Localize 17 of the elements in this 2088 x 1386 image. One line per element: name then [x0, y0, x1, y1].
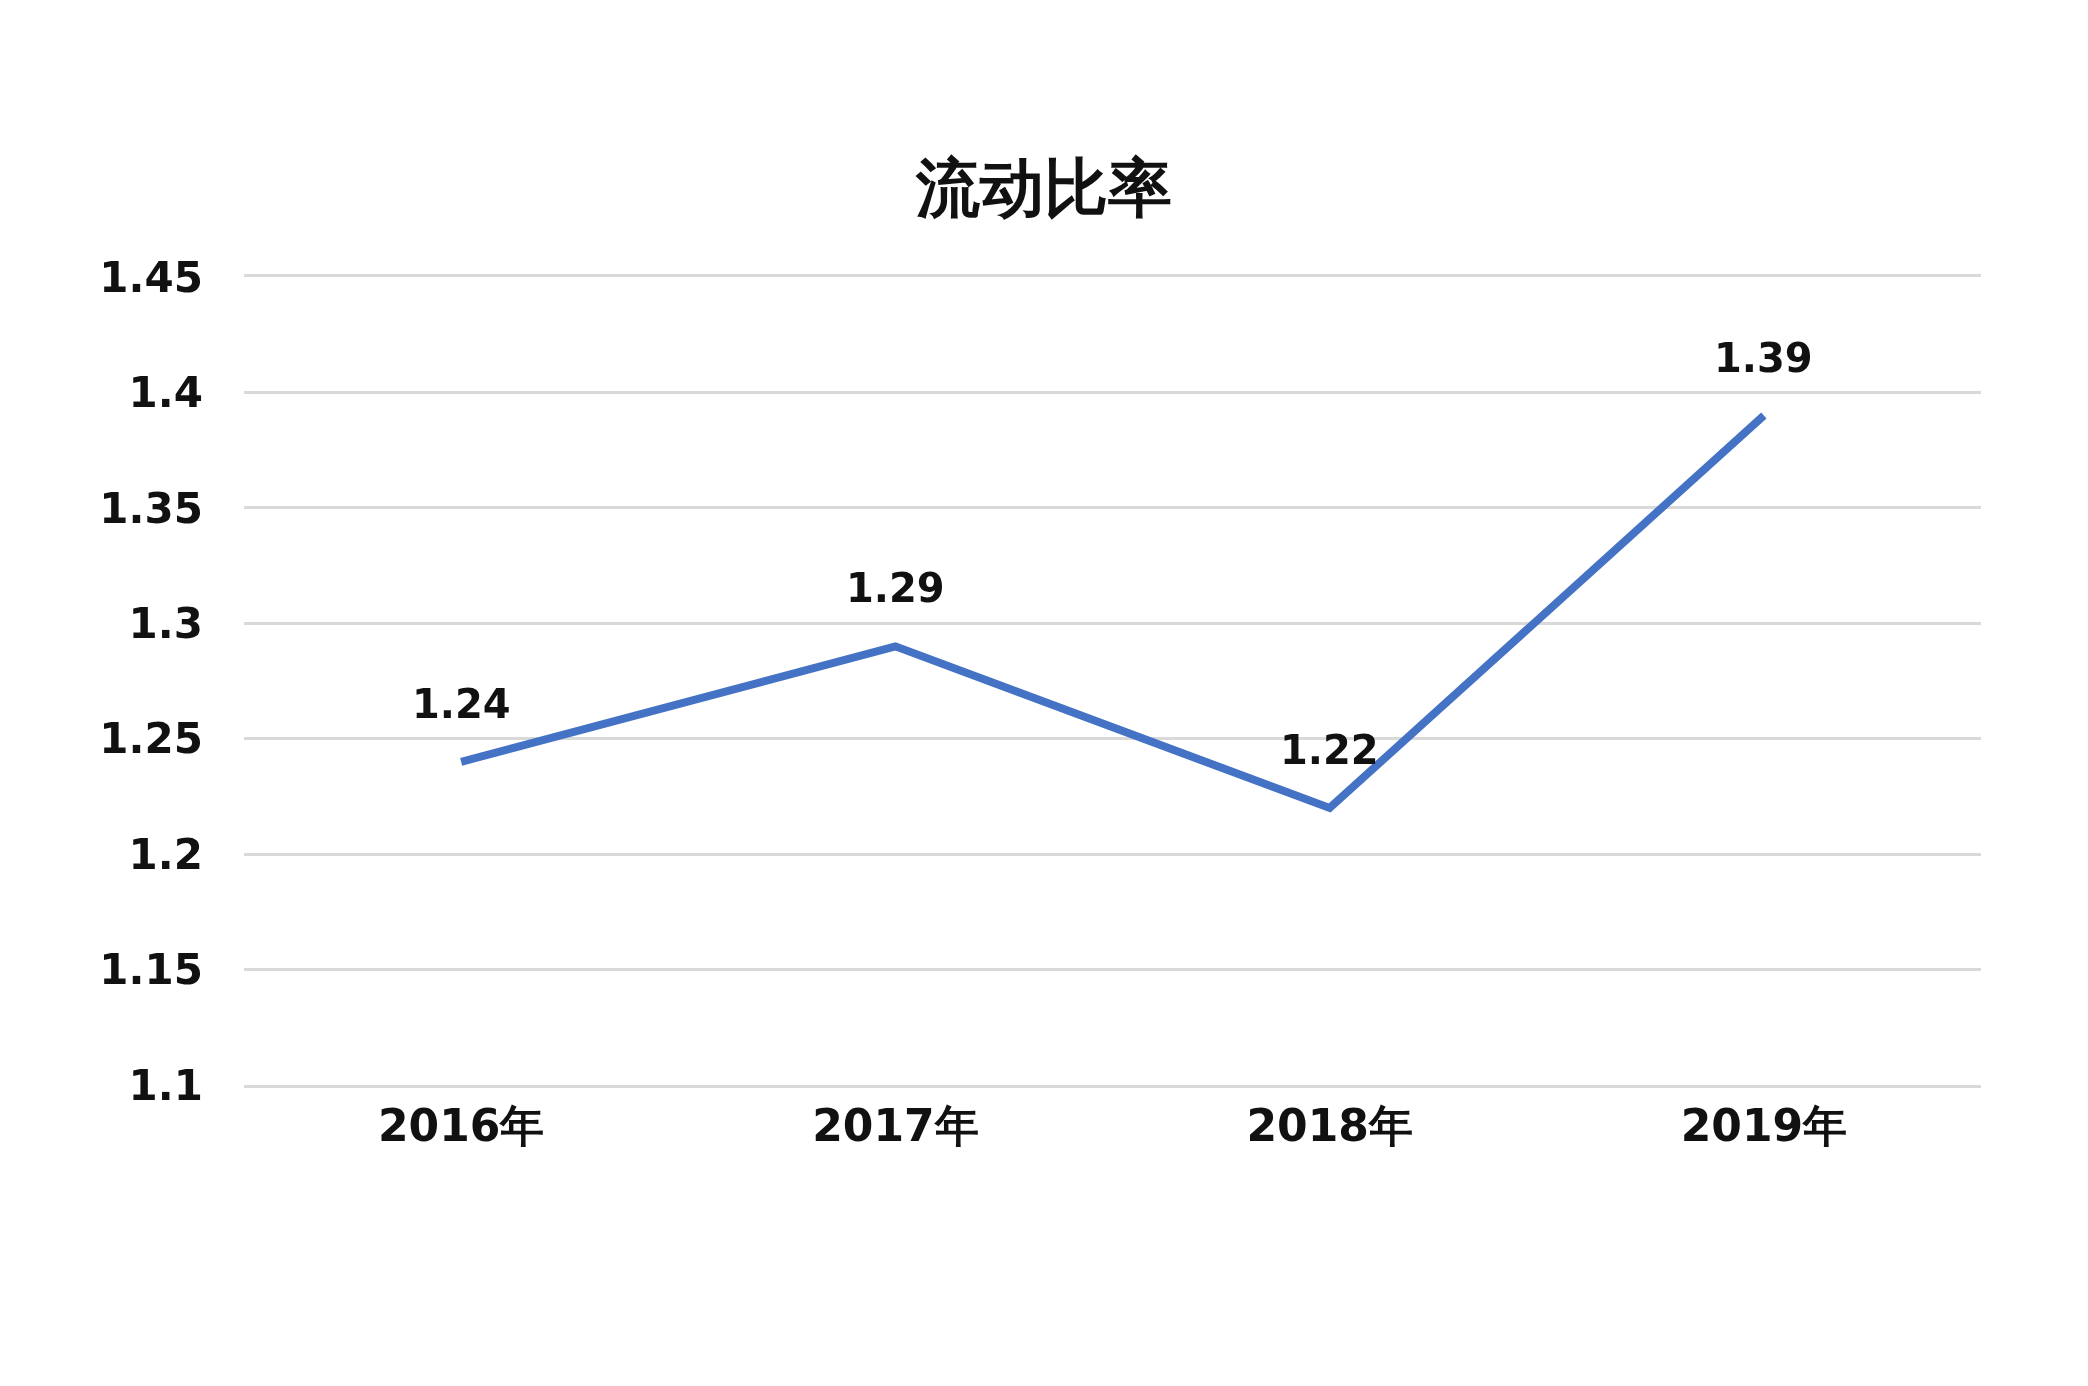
y-tick-label: 1.15	[99, 945, 203, 995]
x-tick-label: 2016年	[377, 1099, 545, 1151]
data-label: 1.22	[1280, 727, 1379, 773]
y-tick-label: 1.2	[128, 829, 203, 879]
x-tick-label: 2019年	[1680, 1099, 1848, 1151]
data-label: 1.29	[846, 565, 945, 611]
y-tick-label: 1.1	[128, 1060, 203, 1110]
y-tick-label: 1.4	[128, 368, 203, 418]
y-tick-label: 1.25	[99, 714, 203, 764]
data-label: 1.24	[412, 681, 511, 727]
data-label: 1.39	[1714, 335, 1813, 381]
x-tick-label: 2017年	[812, 1099, 979, 1151]
x-tick-label: 2018年	[1246, 1099, 1413, 1151]
y-tick-label: 1.45	[99, 252, 203, 302]
y-tick-label: 1.3	[128, 598, 203, 648]
y-tick-label: 1.35	[99, 483, 203, 533]
chart-title: 流动比率	[915, 150, 1172, 225]
